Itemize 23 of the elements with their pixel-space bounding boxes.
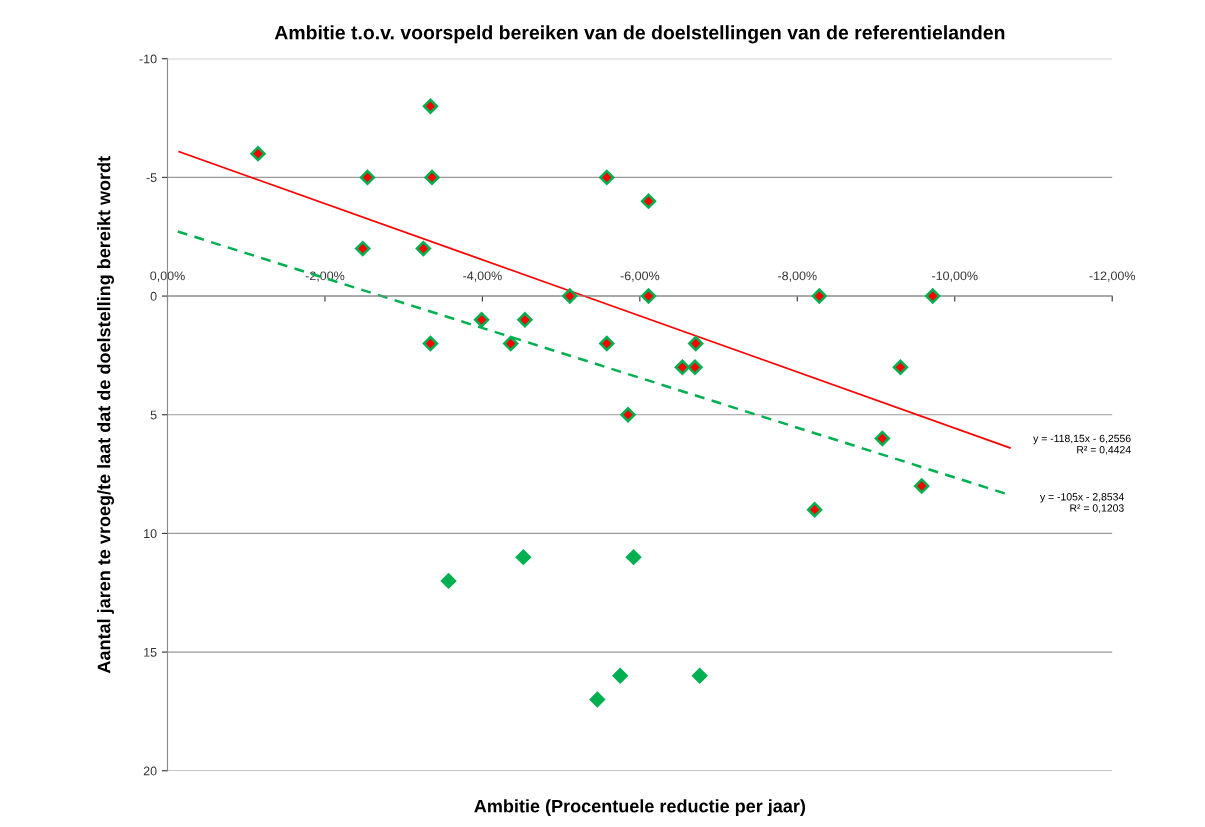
annotation: y = -105x - 2,8534 R² = 0,1203 (1039, 493, 1124, 513)
y-tick-label: 15 (144, 648, 157, 657)
point (611, 667, 629, 685)
y-tick-label: 5 (150, 410, 157, 420)
x-tick-label: -4,00% (463, 271, 502, 282)
point (691, 667, 708, 685)
chart-title: Ambitie t.o.v. voorspeld bereiken van de doelstellingen van de referentielanden (274, 25, 1005, 44)
annotation: y = -118,15x - 6,2556 R² = 0,4424 (1033, 434, 1131, 455)
y-tick-label: -5 (146, 173, 157, 183)
x-tick-label: -6,00% (620, 271, 660, 282)
y-tick-label: -10 (139, 54, 157, 64)
y-tick-label: 10 (144, 529, 157, 539)
y-axis-title: Aantal jaren te vroeg/te laat dat de doelstelling bereikt wordt (97, 156, 115, 674)
y-tick-label: 0 (150, 291, 157, 301)
x-tick-label: -12,00% (1089, 271, 1136, 282)
y-tick-label: 20 (143, 766, 157, 776)
x-tick-label: -10,00% (932, 271, 978, 282)
x-axis-title: Ambitie (Procentuele reductie per jaar) (474, 799, 806, 817)
point (515, 548, 532, 566)
point (440, 572, 457, 590)
x-tick-label: -8,00% (778, 271, 817, 282)
point (589, 691, 606, 708)
point (625, 548, 642, 566)
